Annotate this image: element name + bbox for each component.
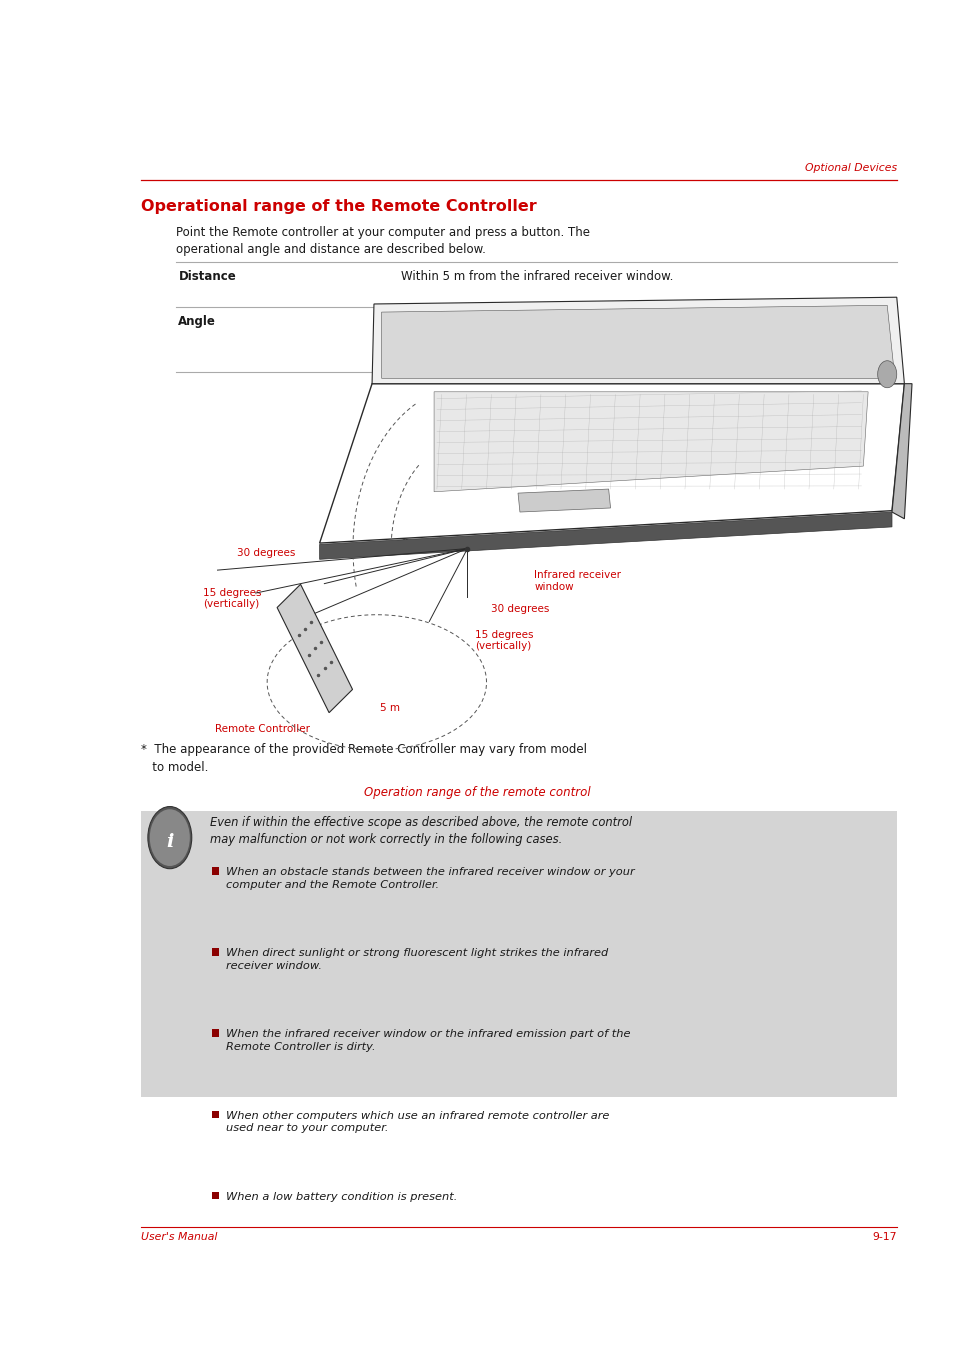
Text: Even if within the effective scope as described above, the remote control
may ma: Even if within the effective scope as de…	[210, 816, 631, 846]
Circle shape	[877, 361, 896, 388]
Text: Angle: Angle	[178, 315, 216, 328]
Polygon shape	[891, 384, 911, 519]
Circle shape	[150, 809, 190, 866]
Text: *  The appearance of the provided Remote Controller may vary from model
   to mo: * The appearance of the provided Remote …	[141, 743, 587, 774]
Bar	[212, 948, 219, 957]
Polygon shape	[319, 384, 903, 543]
Bar	[212, 867, 219, 875]
Bar	[212, 1029, 219, 1038]
Text: When the infrared receiver window or the infrared emission part of the
Remote Co: When the infrared receiver window or the…	[226, 1029, 630, 1052]
Bar	[141, 811, 896, 1097]
Text: 9-17: 9-17	[871, 1232, 896, 1242]
Text: User's Manual: User's Manual	[141, 1232, 217, 1242]
Text: Point the Remote controller at your computer and press a button. The
operational: Point the Remote controller at your comp…	[176, 226, 590, 257]
Text: When direct sunlight or strong fluorescent light strikes the infrared
receiver w: When direct sunlight or strong fluoresce…	[226, 948, 608, 971]
Text: Operational range of the Remote Controller: Operational range of the Remote Controll…	[141, 199, 537, 213]
Text: Remote Controller: Remote Controller	[214, 724, 310, 734]
Polygon shape	[372, 297, 903, 384]
Text: 15 degrees
(vertically): 15 degrees (vertically)	[203, 588, 261, 609]
Text: 5 m: 5 m	[379, 703, 399, 712]
Text: 30 degrees: 30 degrees	[491, 604, 549, 613]
Text: Optional Devices: Optional Devices	[803, 163, 896, 173]
Text: Infrared receiver
window: Infrared receiver window	[534, 570, 620, 592]
Text: Within 5 m from the infrared receiver window.: Within 5 m from the infrared receiver wi…	[400, 270, 673, 284]
Polygon shape	[381, 305, 894, 378]
Polygon shape	[434, 392, 867, 492]
Circle shape	[148, 807, 192, 869]
Text: i: i	[166, 832, 173, 851]
Text: When a low battery condition is present.: When a low battery condition is present.	[226, 1192, 457, 1201]
Text: Operation range of the remote control: Operation range of the remote control	[363, 786, 590, 800]
Text: 30 degrees: 30 degrees	[236, 549, 294, 558]
Bar	[212, 1192, 219, 1200]
Text: 15 degrees
(vertically): 15 degrees (vertically)	[475, 630, 533, 651]
Polygon shape	[319, 512, 891, 559]
Text: Within a 30 degree horizontal and 15 degree
vertical range oof the infrared rece: Within a 30 degree horizontal and 15 deg…	[400, 315, 681, 346]
Polygon shape	[276, 584, 353, 713]
Text: Distance: Distance	[178, 270, 236, 284]
Text: When an obstacle stands between the infrared receiver window or your
computer an: When an obstacle stands between the infr…	[226, 867, 634, 890]
Polygon shape	[517, 489, 610, 512]
Text: When other computers which use an infrared remote controller are
used near to yo: When other computers which use an infrar…	[226, 1111, 609, 1133]
Bar	[212, 1111, 219, 1119]
